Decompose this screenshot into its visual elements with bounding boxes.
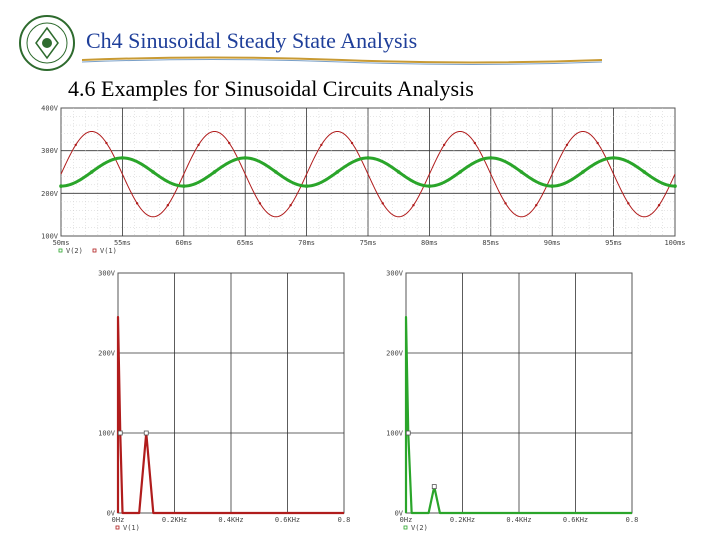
data-point (627, 202, 630, 205)
legend-label: V(2) (66, 247, 83, 255)
y-tick-label: 0V (107, 510, 116, 518)
y-tick-label: 100V (386, 430, 404, 438)
data-point (289, 204, 292, 207)
data-point (673, 184, 677, 188)
data-point (611, 156, 616, 160)
series-line-v1 (60, 130, 676, 218)
data-point (212, 170, 217, 174)
legend-label: V(2) (411, 524, 428, 532)
data-point (504, 202, 507, 205)
data-point-marker (431, 484, 437, 490)
data-point (89, 170, 94, 174)
data-point (350, 141, 354, 145)
data-point (642, 170, 647, 174)
x-tick-label: 65ms (237, 239, 254, 247)
y-tick-label: 300V (386, 270, 404, 278)
x-tick-label: 0.2KHz (450, 516, 475, 524)
university-logo (19, 15, 75, 71)
header-divider (82, 56, 602, 65)
x-tick-label: 50ms (53, 239, 70, 247)
x-tick-label: 0.6KHz (275, 516, 300, 524)
x-tick-label: 0Hz (112, 516, 125, 524)
data-point (151, 170, 155, 174)
x-tick-label: 90ms (544, 239, 561, 247)
data-point (166, 204, 170, 207)
data-point (258, 202, 262, 205)
y-tick-label: 200V (98, 350, 116, 358)
spectrum-line (116, 315, 344, 515)
data-point-marker (405, 430, 411, 436)
legend-marker (58, 248, 63, 253)
x-tick-label: 80ms (421, 239, 438, 247)
legend-label: V(1) (100, 247, 117, 255)
x-tick-label: 0.2KHz (162, 516, 187, 524)
data-point (59, 184, 63, 188)
v2-spectrum-chart: 0Hz 0.2KHz 0.4KHz 0.6KHz 0.8 0V 100V 200V 300V V(… (386, 270, 639, 533)
x-tick-label: 60ms (175, 239, 192, 247)
data-point (473, 141, 477, 145)
data-point (458, 170, 462, 174)
x-tick-label: 55ms (114, 239, 131, 247)
data-point (274, 170, 278, 174)
data-point (243, 156, 247, 160)
data-point (197, 143, 200, 147)
data-point (182, 184, 186, 188)
data-point (120, 156, 125, 160)
data-point (442, 143, 446, 147)
y-tick-label: 400V (41, 105, 59, 113)
legend-marker (92, 248, 97, 253)
data-point-marker (143, 430, 149, 436)
data-point (304, 184, 309, 188)
y-tick-label: 100V (98, 430, 116, 438)
y-tick-label: 200V (386, 350, 404, 358)
data-point (105, 141, 108, 145)
data-point (228, 141, 231, 145)
data-point (550, 184, 554, 188)
x-tick-label: 0.8 (626, 516, 639, 524)
data-point (381, 202, 384, 205)
x-tick-label: 0.8 (338, 516, 351, 524)
data-point (74, 143, 77, 147)
x-tick-label: 85ms (482, 239, 499, 247)
x-tick-label: 95ms (605, 239, 622, 247)
data-point (412, 204, 415, 207)
data-point (366, 156, 370, 160)
x-tick-label: 0.4KHz (506, 516, 531, 524)
y-tick-label: 300V (98, 270, 116, 278)
data-point (657, 204, 661, 207)
v1-spectrum-chart: 0Hz 0.2KHz 0.4KHz 0.6KHz 0.8 0V 100V 200V 300V V(… (98, 270, 351, 533)
y-tick-label: 100V (41, 233, 59, 241)
data-point (596, 141, 599, 145)
legend-marker (403, 525, 408, 530)
spectrum-line (404, 315, 632, 515)
data-point (320, 143, 323, 147)
page-header-title: Ch4 Sinusoidal Steady State Analysis (86, 28, 418, 53)
x-tick-label: 75ms (360, 239, 377, 247)
data-point (427, 184, 432, 188)
data-point (396, 170, 401, 174)
data-point (519, 170, 524, 174)
data-point-marker (117, 430, 123, 436)
x-tick-label: 100ms (664, 239, 685, 247)
data-point (581, 170, 585, 174)
y-tick-label: 200V (41, 190, 59, 198)
section-title: 4.6 Examples for Sinusoidal Circuits Ana… (68, 76, 474, 101)
x-tick-label: 0Hz (400, 516, 413, 524)
data-point (565, 143, 569, 147)
data-point (135, 202, 139, 205)
x-tick-label: 70ms (298, 239, 315, 247)
x-tick-label: 0.4KHz (218, 516, 243, 524)
data-point (335, 170, 340, 174)
y-tick-label: 300V (41, 147, 59, 155)
time-domain-chart: 50ms 55ms 60ms 65ms 70ms 75ms 80ms 85ms 90ms 95ms… (41, 105, 685, 256)
y-tick-label: 0V (395, 510, 404, 518)
legend-label: V(1) (123, 524, 140, 532)
data-point (489, 156, 493, 160)
legend-marker (115, 525, 120, 530)
x-tick-label: 0.6KHz (563, 516, 588, 524)
data-point (535, 204, 538, 207)
